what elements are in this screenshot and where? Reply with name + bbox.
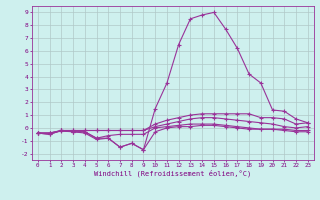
X-axis label: Windchill (Refroidissement éolien,°C): Windchill (Refroidissement éolien,°C) (94, 170, 252, 177)
